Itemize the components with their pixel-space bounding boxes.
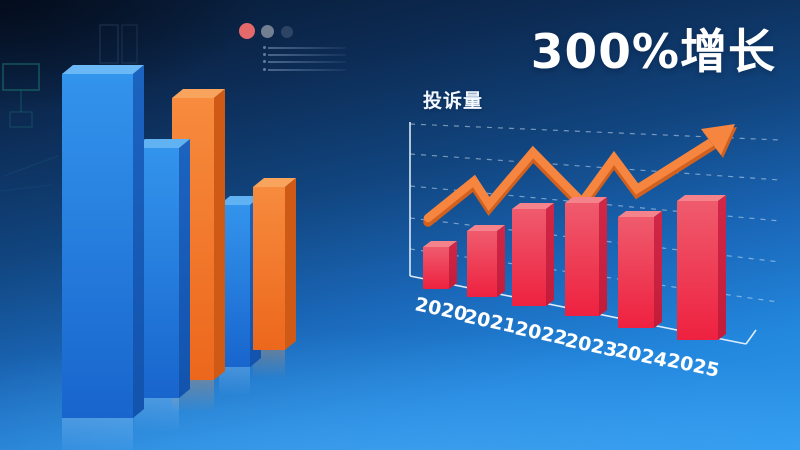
- list-bullet-icon: [263, 53, 266, 56]
- x-axis-end-tick: [745, 329, 757, 345]
- list-bullet-icon: [263, 60, 266, 63]
- chart-bar-2021: [467, 225, 505, 297]
- year-label: 2024: [613, 339, 669, 372]
- year-label: 2022: [513, 317, 569, 350]
- chart-bar-2022: [512, 203, 554, 306]
- red-dot-icon: [239, 23, 255, 39]
- year-label: 2020: [413, 293, 469, 326]
- hero-bar-blue-medium: [134, 139, 190, 398]
- list-line: [268, 47, 346, 49]
- list-bullet-icon: [263, 68, 266, 71]
- ghost-window-decor: [99, 24, 138, 64]
- headline-growth: 300%增长: [530, 25, 776, 80]
- flowchart-decor: [0, 63, 59, 192]
- hero-bar-blue-tall: [62, 65, 144, 418]
- year-label: 2021: [462, 305, 518, 338]
- trend-line: [423, 124, 737, 227]
- bar-reflection: [62, 418, 133, 450]
- chart-bar-2024: [618, 211, 662, 328]
- list-bullet-icon: [263, 46, 266, 49]
- chart-bar-2023: [565, 197, 607, 316]
- arrowhead-icon: [701, 124, 735, 155]
- hero-bar-orange-small: [253, 178, 296, 350]
- flowchart-box-icon: [2, 63, 40, 91]
- chart-title-label: 投诉量: [423, 90, 484, 112]
- faint-dot-icon: [281, 26, 293, 38]
- year-label: 2023: [563, 329, 619, 362]
- chart-bar-2025: [677, 195, 726, 340]
- chart-bar-2020: [423, 241, 457, 289]
- year-label: 2025: [665, 349, 721, 382]
- gray-dot-icon: [261, 25, 274, 38]
- list-line: [268, 61, 346, 63]
- list-line: [268, 54, 346, 56]
- list-line: [268, 69, 346, 71]
